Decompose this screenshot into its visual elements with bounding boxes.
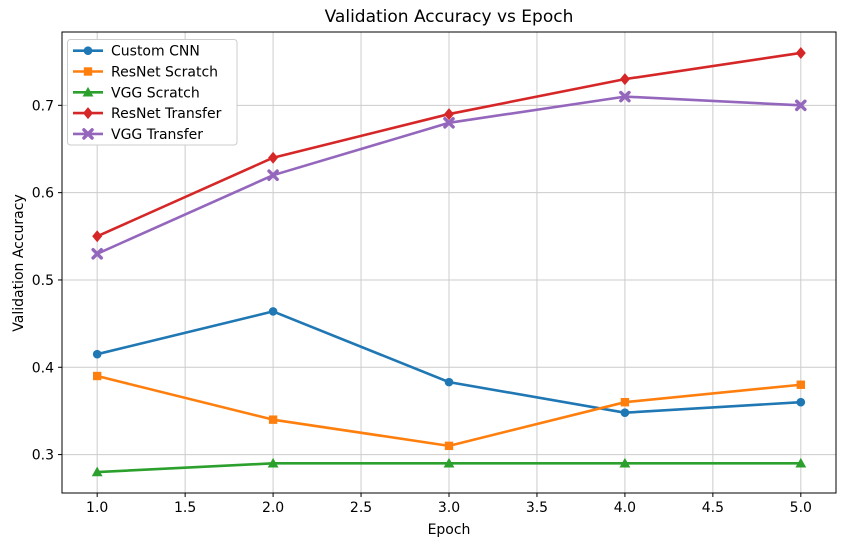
data-point-vgg-transfer bbox=[619, 90, 631, 103]
x-tick-label: 3.5 bbox=[526, 500, 548, 516]
legend-sample-marker-vgg-transfer bbox=[82, 128, 94, 140]
x-tick-label: 4.5 bbox=[702, 500, 724, 516]
x-axis-label: Epoch bbox=[427, 522, 471, 538]
x-tick-label: 2.5 bbox=[350, 500, 372, 516]
data-point-resnet-scratch bbox=[444, 441, 454, 451]
data-point-resnet-transfer bbox=[268, 151, 279, 164]
legend-sample-marker-custom-cnn bbox=[83, 46, 93, 55]
data-point-vgg-scratch bbox=[443, 457, 455, 468]
x-tick-label: 2.0 bbox=[262, 500, 284, 516]
x-tick-label: 1.0 bbox=[86, 500, 108, 516]
y-tick-label: 0.4 bbox=[32, 360, 54, 376]
data-point-custom-cnn bbox=[268, 307, 278, 316]
x-tick-label: 1.5 bbox=[174, 500, 196, 516]
legend-label-resnet-transfer: ResNet Transfer bbox=[111, 106, 222, 122]
y-tick-label: 0.7 bbox=[32, 98, 54, 114]
data-point-custom-cnn bbox=[620, 408, 630, 417]
data-point-vgg-scratch bbox=[619, 457, 631, 468]
chart-title: Validation Accuracy vs Epoch bbox=[324, 7, 574, 27]
data-point-vgg-transfer bbox=[91, 247, 103, 260]
data-point-custom-cnn bbox=[796, 397, 806, 407]
data-point-vgg-scratch bbox=[267, 457, 279, 468]
x-tick-label: 4.0 bbox=[614, 500, 636, 516]
data-point-vgg-transfer bbox=[795, 99, 807, 112]
data-point-resnet-scratch bbox=[620, 397, 630, 407]
legend-label-resnet-scratch: ResNet Scratch bbox=[111, 65, 218, 81]
data-point-vgg-transfer bbox=[443, 117, 455, 129]
legend-box bbox=[67, 39, 238, 146]
legend-sample-marker-resnet-scratch bbox=[83, 67, 93, 76]
legend-sample-marker-vgg-scratch bbox=[82, 86, 94, 97]
data-point-custom-cnn bbox=[444, 377, 454, 387]
data-point-resnet-transfer bbox=[92, 230, 103, 243]
data-point-resnet-scratch bbox=[796, 380, 806, 389]
legend-sample-marker-resnet-transfer bbox=[83, 107, 93, 120]
x-tick-label: 3.0 bbox=[438, 500, 460, 516]
y-tick-label: 0.3 bbox=[32, 448, 54, 464]
legend-label-vgg-scratch: VGG Scratch bbox=[111, 85, 200, 101]
legend-label-custom-cnn: Custom CNN bbox=[111, 44, 200, 60]
data-point-vgg-scratch bbox=[795, 457, 807, 468]
data-point-custom-cnn bbox=[92, 349, 102, 359]
data-point-resnet-scratch bbox=[92, 371, 102, 381]
data-point-resnet-transfer bbox=[444, 108, 454, 121]
y-tick-label: 0.5 bbox=[32, 273, 54, 289]
data-point-vgg-transfer bbox=[267, 169, 279, 181]
data-point-vgg-scratch bbox=[91, 466, 103, 477]
data-point-resnet-scratch bbox=[268, 415, 278, 424]
data-point-resnet-transfer bbox=[619, 73, 630, 86]
data-point-resnet-transfer bbox=[795, 46, 806, 59]
x-tick-label: 5.0 bbox=[790, 500, 812, 516]
y-tick-label: 0.6 bbox=[32, 186, 54, 202]
legend-label-vgg-transfer: VGG Transfer bbox=[111, 127, 203, 143]
